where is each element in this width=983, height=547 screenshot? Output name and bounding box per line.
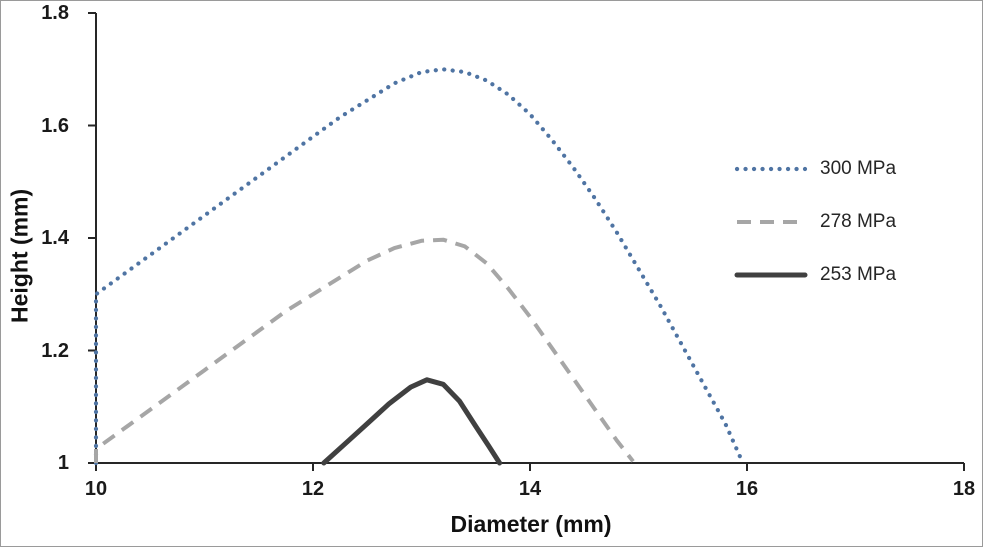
y-tick-label: 1: [57, 452, 69, 474]
legend-label: 278 MPa: [820, 211, 897, 232]
x-tick-label: 18: [952, 478, 976, 500]
legend: 300 MPa 278 MPa 253 MPa: [734, 157, 896, 316]
legend-item-300mpa: 300 MPa: [734, 157, 896, 181]
series-line-278-mpa: [94, 237, 635, 463]
x-tick-label: 10: [84, 478, 108, 500]
y-tick-label: 1.6: [41, 114, 69, 137]
legend-line-dotted: [734, 166, 808, 172]
legend-line-solid: [734, 272, 808, 278]
legend-label: 300 MPa: [820, 158, 897, 179]
legend-item-278mpa: 278 MPa: [734, 210, 896, 234]
y-tick-label: 1.4: [41, 227, 69, 249]
x-tick-label: 12: [301, 478, 325, 500]
y-tick-label: 1.8: [41, 2, 69, 24]
x-tick-label: 14: [518, 478, 542, 500]
series-line-253-mpa: [321, 377, 503, 466]
x-tick-label: 16: [735, 478, 759, 500]
legend-item-253mpa: 253 MPa: [734, 263, 896, 287]
x-axis-title: Diameter (mm): [450, 511, 612, 537]
y-tick-label: 1.2: [41, 339, 69, 362]
series-line-300-mpa: [93, 67, 744, 466]
legend-label: 253 MPa: [820, 264, 897, 285]
legend-line-dashed: [737, 220, 805, 224]
y-axis-title: Height (mm): [6, 188, 33, 324]
